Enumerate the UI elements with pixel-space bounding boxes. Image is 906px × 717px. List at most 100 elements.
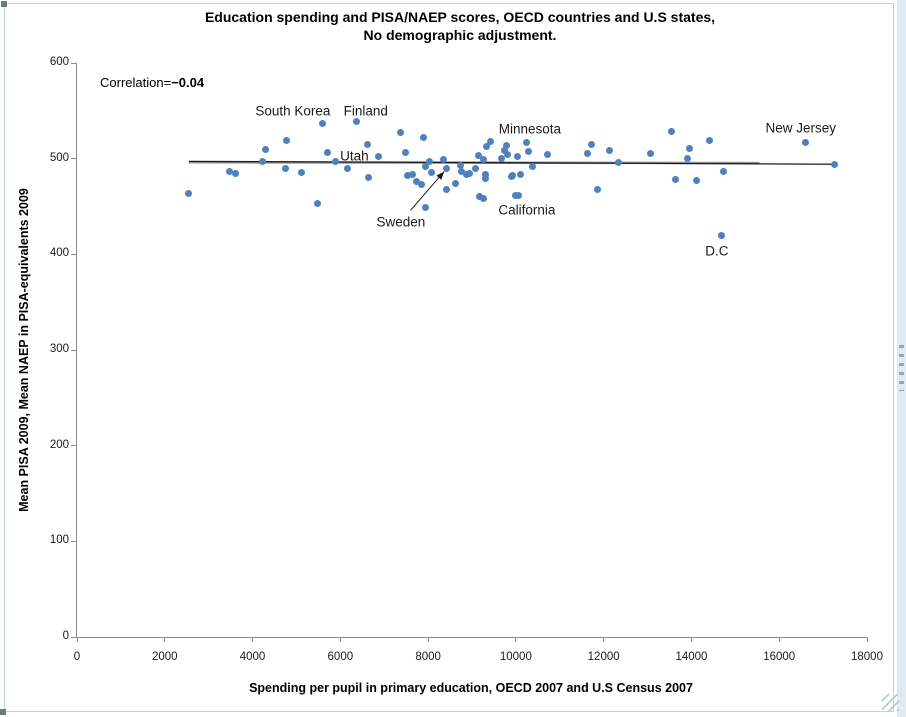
data-point[interactable] (185, 189, 193, 197)
data-point[interactable] (421, 162, 429, 170)
data-point[interactable] (719, 167, 727, 175)
data-point[interactable] (646, 150, 654, 158)
point-label-california[interactable]: California (498, 202, 556, 218)
data-point[interactable] (482, 171, 490, 179)
point-label-new-jersey[interactable]: New Jersey (765, 120, 836, 136)
correlation-value: −0.04 (171, 75, 205, 90)
data-point[interactable] (298, 168, 306, 176)
x-axis-tick-label: 2000 (151, 651, 178, 663)
selection-handle-top-left[interactable] (1, 1, 7, 7)
data-point[interactable] (487, 137, 495, 145)
correlation-prefix: Correlation= (100, 75, 172, 90)
data-point[interactable] (476, 193, 484, 201)
data-point[interactable] (283, 136, 291, 144)
data-point[interactable] (401, 149, 409, 157)
data-point[interactable] (693, 177, 701, 185)
data-point[interactable] (452, 180, 460, 188)
data-point[interactable] (313, 200, 321, 208)
data-point[interactable] (403, 172, 411, 180)
data-point[interactable] (668, 128, 676, 136)
data-point[interactable] (479, 195, 487, 203)
correlation-label[interactable]: Correlation=−0.04 (100, 75, 204, 90)
data-point[interactable] (319, 119, 327, 127)
data-point[interactable] (594, 185, 602, 193)
point-label-d-c[interactable]: D.C (705, 243, 729, 259)
data-point[interactable] (583, 150, 591, 158)
point-label-sweden[interactable]: Sweden (376, 214, 426, 230)
data-point[interactable] (259, 158, 267, 166)
data-point[interactable] (421, 203, 429, 211)
data-point[interactable] (344, 164, 352, 172)
data-point[interactable] (262, 145, 270, 153)
data-point[interactable] (353, 117, 361, 125)
data-point[interactable] (514, 192, 522, 200)
data-point[interactable] (471, 164, 479, 172)
data-point[interactable] (474, 152, 482, 160)
data-point[interactable] (482, 142, 490, 150)
point-label-south-korea[interactable]: South Korea (255, 103, 331, 119)
data-point[interactable] (543, 151, 551, 159)
data-point[interactable] (374, 153, 382, 161)
data-point[interactable] (684, 155, 692, 163)
resize-grip-icon[interactable] (882, 694, 899, 711)
point-label-finland[interactable]: Finland (343, 103, 388, 119)
data-point[interactable] (614, 158, 622, 166)
data-point[interactable] (517, 171, 525, 179)
data-point[interactable] (606, 146, 614, 154)
data-point[interactable] (425, 158, 433, 166)
data-point[interactable] (522, 138, 530, 146)
data-point[interactable] (418, 180, 426, 188)
data-point[interactable] (498, 155, 506, 163)
data-point[interactable] (481, 175, 489, 183)
data-point[interactable] (396, 129, 404, 137)
data-point[interactable] (364, 174, 372, 182)
data-point[interactable] (671, 176, 679, 184)
data-point[interactable] (705, 136, 713, 144)
x-axis-tick-label: 0 (73, 651, 81, 663)
x-axis-tick-label: 8000 (415, 651, 441, 663)
data-point[interactable] (323, 149, 331, 157)
data-point[interactable] (332, 158, 339, 166)
data-point[interactable] (409, 171, 417, 179)
data-point[interactable] (231, 170, 239, 178)
data-point[interactable] (830, 160, 838, 168)
data-point[interactable] (480, 156, 488, 164)
point-label-utah[interactable]: Utah (340, 148, 369, 164)
y-axis-tick-label: 500 (49, 151, 69, 164)
point-label-minnesota[interactable]: Minnesota (498, 121, 562, 137)
data-point[interactable] (443, 164, 451, 172)
trend-black[interactable] (188, 160, 835, 165)
data-point[interactable] (529, 162, 537, 170)
y-axis-title[interactable]: Mean PISA 2009, Mean NAEP in PISA-equiva… (17, 188, 31, 512)
selection-handle-bottom-left[interactable] (0, 709, 6, 715)
data-point[interactable] (500, 146, 508, 154)
data-point[interactable] (587, 140, 595, 148)
data-point[interactable] (428, 168, 436, 176)
data-point[interactable] (457, 167, 465, 175)
sweden-arrowhead-icon (436, 171, 445, 180)
sweden-arrow (410, 171, 445, 211)
data-point[interactable] (419, 134, 427, 142)
chart-title[interactable]: Education spending and PISA/NAEP scores,… (40, 8, 880, 44)
data-point[interactable] (514, 153, 522, 161)
y-axis-tick-label: 600 (49, 56, 69, 68)
data-point[interactable] (466, 169, 474, 177)
data-point[interactable] (282, 164, 290, 172)
data-point[interactable] (503, 151, 511, 159)
data-point[interactable] (503, 141, 511, 149)
data-point[interactable] (364, 140, 372, 148)
data-point[interactable] (442, 185, 450, 193)
data-point[interactable] (686, 144, 694, 152)
data-point[interactable] (509, 172, 517, 180)
data-point[interactable] (226, 167, 234, 175)
data-point[interactable] (439, 156, 447, 164)
data-point[interactable] (456, 161, 464, 169)
data-point[interactable] (718, 231, 726, 239)
x-axis-tick (76, 637, 78, 642)
data-point[interactable] (802, 138, 810, 146)
data-point[interactable] (525, 148, 533, 156)
data-point[interactable] (413, 178, 421, 186)
chart-title-line1: Education spending and PISA/NAEP scores,… (204, 9, 716, 25)
x-axis-title[interactable]: Spending per pupil in primary education,… (249, 681, 693, 695)
